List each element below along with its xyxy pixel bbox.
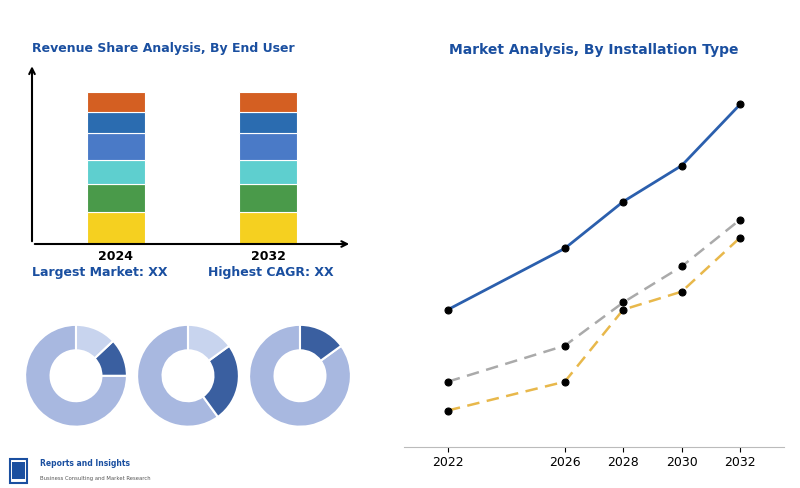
Wedge shape (76, 325, 113, 358)
Text: Highest CAGR: XX: Highest CAGR: XX (208, 266, 334, 279)
Bar (239, 212, 297, 244)
FancyBboxPatch shape (10, 459, 27, 483)
Title: Market Analysis, By Installation Type: Market Analysis, By Installation Type (450, 43, 738, 58)
Bar (239, 112, 297, 133)
Bar (239, 184, 297, 212)
Wedge shape (188, 325, 229, 361)
Wedge shape (94, 341, 127, 376)
Text: Reports and Insights: Reports and Insights (40, 459, 130, 468)
Bar (87, 184, 145, 212)
Wedge shape (300, 325, 341, 361)
Text: SWITZERLAND SOLAR ENERGY MARKET SEGMENT ANALYSIS: SWITZERLAND SOLAR ENERGY MARKET SEGMENT … (10, 18, 503, 33)
Wedge shape (25, 325, 127, 427)
Bar (87, 160, 145, 184)
Bar (239, 160, 297, 184)
Wedge shape (249, 325, 351, 427)
Bar (87, 212, 145, 244)
Text: Business Consulting and Market Research: Business Consulting and Market Research (40, 476, 150, 481)
Bar (239, 133, 297, 160)
Bar (87, 133, 145, 160)
Text: Largest Market: XX: Largest Market: XX (32, 266, 167, 279)
Bar (87, 112, 145, 133)
Wedge shape (137, 325, 218, 427)
Bar (239, 92, 297, 112)
Text: Revenue Share Analysis, By End User: Revenue Share Analysis, By End User (32, 42, 294, 55)
Wedge shape (203, 346, 239, 417)
FancyBboxPatch shape (13, 463, 25, 479)
Bar (87, 92, 145, 112)
